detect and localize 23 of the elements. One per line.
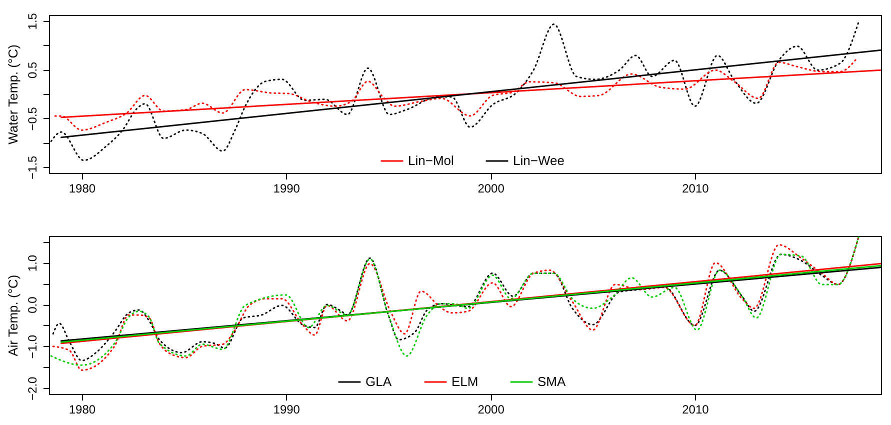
x-tick-label: 2000 (478, 402, 505, 416)
x-tick-label: 2010 (682, 402, 710, 416)
y-tick-label: 0.5 (26, 61, 40, 78)
y-axis-title: Water Temp. (°C) (6, 44, 20, 144)
legend-label: Lin−Wee (513, 153, 564, 168)
x-tick-label: 2000 (478, 182, 505, 196)
y-tick-label: −1.5 (26, 155, 40, 180)
y-tick-label: −0.5 (26, 106, 40, 131)
x-tick-label: 1990 (273, 182, 300, 196)
x-tick-label: 1980 (68, 402, 96, 416)
y-tick-label: −1.0 (26, 334, 40, 359)
y-tick-label: 1.0 (26, 254, 40, 272)
legend-label: Lin−Mol (408, 153, 454, 168)
x-tick-label: 2010 (682, 182, 710, 196)
legend-label: GLA (366, 374, 392, 389)
y-axis-title: Air Temp. (°C) (6, 274, 20, 356)
x-tick-label: 1980 (68, 182, 96, 196)
legend-label: SMA (538, 374, 566, 389)
y-tick-label: 1.5 (26, 12, 40, 30)
y-tick-label: 0.0 (26, 296, 40, 314)
x-tick-label: 1990 (273, 402, 300, 416)
y-tick-label: −2.0 (26, 376, 40, 400)
legend-label: ELM (452, 374, 478, 389)
